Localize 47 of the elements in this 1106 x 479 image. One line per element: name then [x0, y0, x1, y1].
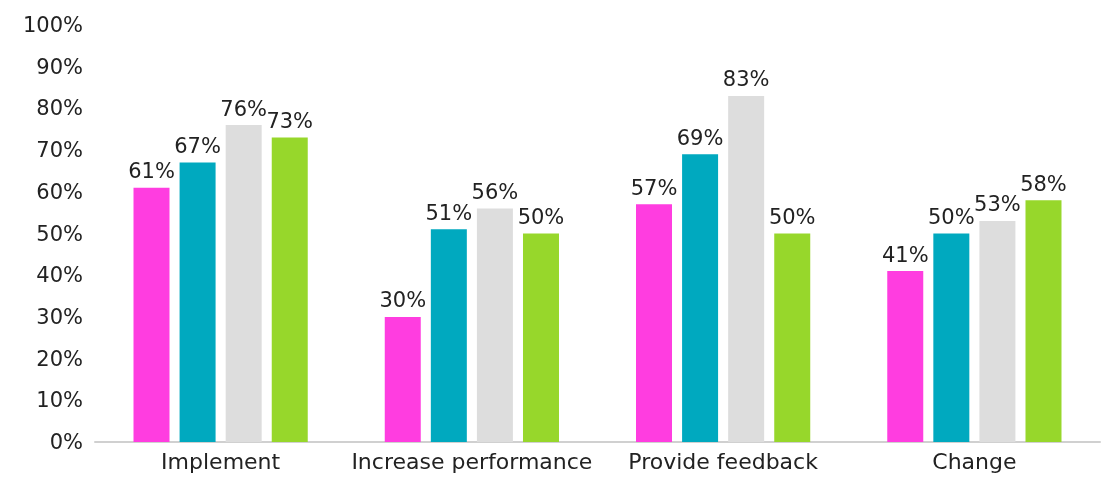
bar [133, 187, 170, 442]
data-label: 30% [379, 288, 427, 313]
y-tick-label: 0% [49, 430, 83, 454]
x-tick-label: Increase performance [351, 448, 593, 474]
data-label: 50% [768, 205, 816, 229]
bar [179, 162, 216, 442]
bar [774, 233, 811, 442]
x-tick-label: Change [932, 448, 1017, 474]
data-label: 51% [425, 200, 473, 225]
bar [225, 125, 262, 442]
x-tick-label: Provide feedback [628, 448, 819, 474]
data-label: 76% [220, 96, 268, 121]
y-tick-label: 100% [22, 13, 83, 37]
bar [523, 233, 559, 442]
y-tick-label: 30% [36, 304, 83, 329]
y-tick-label: 90% [36, 54, 83, 79]
data-label: 73% [266, 109, 314, 134]
bar [430, 229, 467, 442]
bar [682, 154, 719, 442]
bar [728, 95, 765, 442]
data-label: 61% [128, 159, 175, 184]
y-tick-label: 40% [36, 263, 83, 288]
bar [979, 220, 1016, 442]
bar [384, 316, 421, 442]
y-tick-label: 70% [36, 138, 83, 163]
data-label: 67% [174, 134, 221, 159]
bar [271, 137, 308, 442]
bar [476, 208, 513, 442]
data-label: 41% [881, 242, 929, 267]
bar [1025, 200, 1062, 442]
y-tick-label: 20% [36, 346, 83, 371]
data-label: 83% [722, 67, 770, 92]
y-tick-label: 50% [36, 221, 83, 246]
data-label: 69% [676, 125, 724, 150]
data-label: 50% [517, 205, 565, 229]
data-label: 50% [927, 205, 975, 229]
bar [887, 271, 924, 442]
y-tick-label: 80% [36, 96, 83, 121]
x-tick-label: Implement [161, 448, 281, 474]
y-tick-label: 60% [36, 179, 83, 204]
bar [933, 233, 970, 442]
data-label: 58% [1020, 171, 1067, 196]
bar [636, 204, 673, 442]
data-label: 57% [630, 175, 678, 200]
data-label: 56% [471, 179, 519, 204]
y-tick-label: 10% [36, 388, 83, 413]
data-label: 53% [974, 192, 1021, 217]
